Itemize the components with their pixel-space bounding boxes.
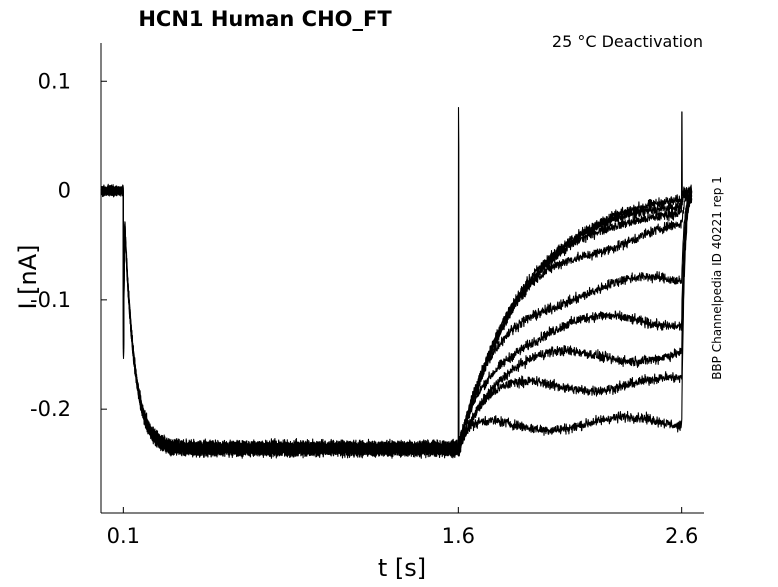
- chart-title: HCN1 Human CHO_FT: [138, 7, 392, 31]
- source-label: BBP Channelpedia ID 40221 rep 1: [710, 176, 724, 380]
- x-tick-label: 2.6: [665, 524, 698, 548]
- traces-layer: [100, 106, 693, 459]
- y-tick-label: 0: [58, 179, 71, 203]
- x-axis-label: t [s]: [378, 554, 426, 582]
- y-tick-label: -0.2: [30, 397, 71, 421]
- y-tick-label: 0.1: [38, 69, 71, 93]
- y-axis-label: I [nA]: [14, 244, 42, 309]
- x-tick-label: 0.1: [107, 524, 140, 548]
- current-trace: [100, 106, 693, 459]
- condition-annotation: 25 °C Deactivation: [552, 32, 703, 51]
- y-tick-label: -0.1: [30, 288, 71, 312]
- ticks-layer: 0.1 1.6 2.6 0.1 0 -0.1 -0.2: [30, 69, 698, 548]
- current-trace: [100, 184, 693, 459]
- x-tick-label: 1.6: [442, 524, 475, 548]
